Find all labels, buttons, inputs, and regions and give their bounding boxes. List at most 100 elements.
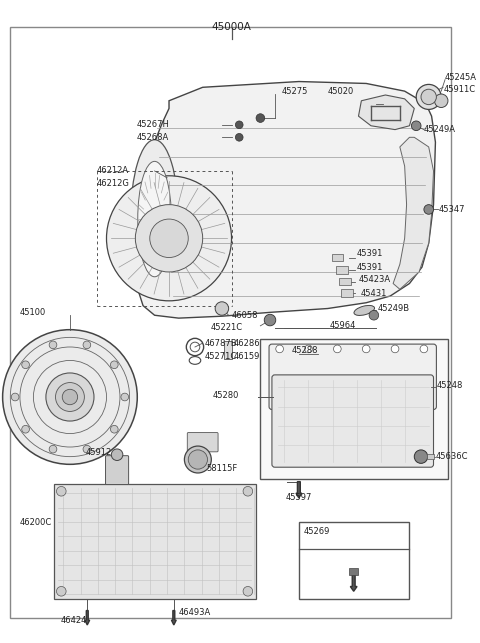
Text: 45221C: 45221C <box>210 323 242 332</box>
Circle shape <box>362 345 370 353</box>
Circle shape <box>369 311 379 320</box>
Circle shape <box>62 389 78 404</box>
Text: 45000A: 45000A <box>212 22 252 32</box>
Circle shape <box>188 450 207 469</box>
Circle shape <box>305 345 312 353</box>
Circle shape <box>243 487 252 496</box>
Text: 45268A: 45268A <box>137 133 169 142</box>
Text: 45431: 45431 <box>360 289 387 298</box>
Ellipse shape <box>354 305 374 316</box>
Text: 58115F: 58115F <box>206 464 238 473</box>
Text: 45911C: 45911C <box>443 85 475 94</box>
Text: 45912: 45912 <box>85 448 111 457</box>
Text: 45391: 45391 <box>357 249 383 258</box>
Text: 46212G: 46212G <box>97 179 130 188</box>
Circle shape <box>111 449 123 460</box>
Text: 46058: 46058 <box>231 311 258 320</box>
Ellipse shape <box>184 446 211 473</box>
Text: 45423A: 45423A <box>359 275 391 284</box>
Text: 45269: 45269 <box>304 527 330 536</box>
Text: 45280: 45280 <box>212 390 239 399</box>
Ellipse shape <box>421 89 436 105</box>
FancyArrow shape <box>350 575 357 592</box>
Text: 45267H: 45267H <box>136 120 169 129</box>
Circle shape <box>411 121 421 131</box>
Text: 45020: 45020 <box>328 87 354 96</box>
Bar <box>336 266 348 274</box>
Circle shape <box>420 345 428 353</box>
Text: 46212A: 46212A <box>97 167 129 176</box>
Circle shape <box>22 426 29 433</box>
Bar <box>54 484 255 599</box>
Circle shape <box>276 345 284 353</box>
Circle shape <box>235 134 243 141</box>
FancyArrow shape <box>171 610 176 625</box>
Bar <box>260 340 448 479</box>
Bar <box>341 289 353 297</box>
Circle shape <box>83 446 91 453</box>
Text: 45248: 45248 <box>436 381 463 390</box>
Text: 45288: 45288 <box>291 347 318 356</box>
FancyBboxPatch shape <box>272 375 433 467</box>
FancyBboxPatch shape <box>106 456 129 485</box>
Bar <box>299 522 409 599</box>
Circle shape <box>334 345 341 353</box>
Text: 45347: 45347 <box>438 205 465 214</box>
Circle shape <box>135 204 203 272</box>
Text: 46787B: 46787B <box>204 339 237 348</box>
Circle shape <box>215 302 228 315</box>
Circle shape <box>235 121 243 129</box>
FancyBboxPatch shape <box>187 433 218 452</box>
FancyArrow shape <box>85 610 90 625</box>
Ellipse shape <box>416 84 441 109</box>
Text: 45271C: 45271C <box>204 352 237 361</box>
Bar <box>427 454 434 458</box>
Circle shape <box>243 586 252 596</box>
Circle shape <box>11 393 19 401</box>
Circle shape <box>2 330 137 464</box>
Bar <box>224 341 231 359</box>
Circle shape <box>22 361 29 368</box>
Circle shape <box>150 219 188 258</box>
Circle shape <box>107 176 231 301</box>
Text: 45100: 45100 <box>20 308 46 317</box>
Text: 45249B: 45249B <box>378 304 410 313</box>
Circle shape <box>83 341 91 349</box>
Bar <box>332 254 343 262</box>
Ellipse shape <box>138 161 171 276</box>
Text: 46493A: 46493A <box>179 608 211 617</box>
Text: 45275: 45275 <box>282 87 308 96</box>
Ellipse shape <box>131 140 179 298</box>
Text: 45245A: 45245A <box>445 73 477 82</box>
Bar <box>349 568 359 575</box>
Circle shape <box>110 426 118 433</box>
Polygon shape <box>133 82 435 318</box>
Circle shape <box>391 345 399 353</box>
Circle shape <box>256 114 264 122</box>
Circle shape <box>49 446 57 453</box>
Ellipse shape <box>434 94 448 107</box>
Polygon shape <box>393 138 433 289</box>
Bar <box>339 278 351 285</box>
Polygon shape <box>359 95 414 130</box>
Circle shape <box>121 393 129 401</box>
Text: 46286: 46286 <box>233 339 260 348</box>
Circle shape <box>414 450 428 464</box>
Circle shape <box>57 586 66 596</box>
Text: 46424: 46424 <box>60 615 87 624</box>
Text: 45597: 45597 <box>286 493 312 502</box>
Text: 46200C: 46200C <box>20 518 52 527</box>
Text: 45249A: 45249A <box>424 125 456 134</box>
Circle shape <box>424 204 433 214</box>
Text: 45636C: 45636C <box>435 452 468 461</box>
Circle shape <box>264 314 276 326</box>
FancyBboxPatch shape <box>269 344 436 410</box>
Circle shape <box>46 373 94 421</box>
Circle shape <box>49 341 57 349</box>
Circle shape <box>110 361 118 368</box>
Text: 46159: 46159 <box>233 352 260 361</box>
Circle shape <box>56 383 84 412</box>
Circle shape <box>57 487 66 496</box>
FancyArrow shape <box>296 482 302 498</box>
Text: 45964: 45964 <box>330 322 356 331</box>
